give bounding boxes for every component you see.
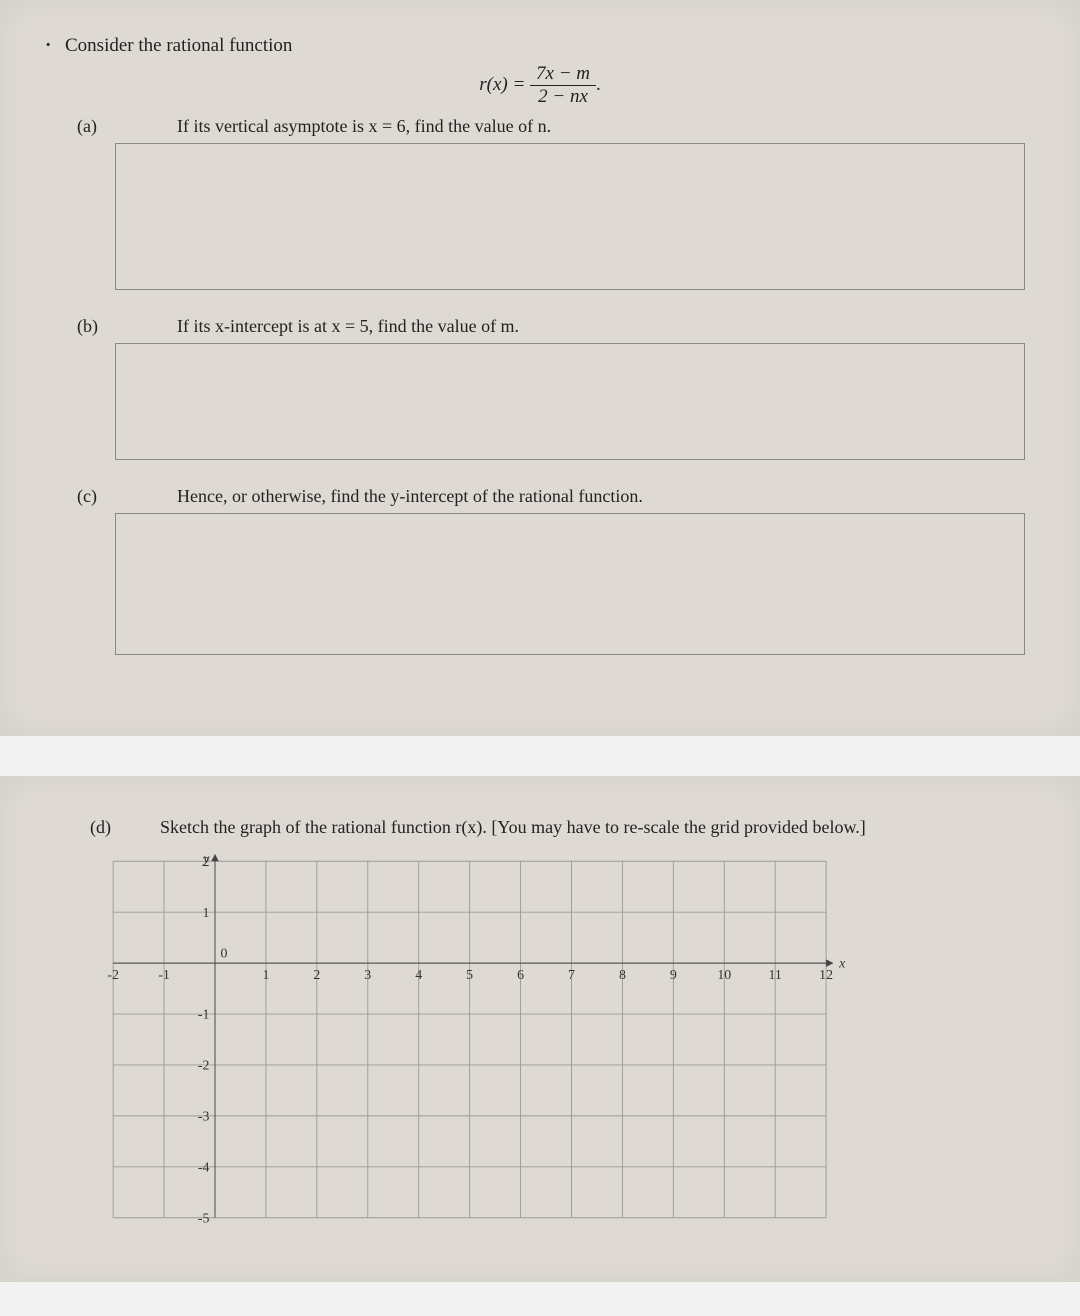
part-a-answer-box xyxy=(115,143,1025,290)
worksheet-top-page: · Consider the rational function r(x) = … xyxy=(0,0,1080,736)
svg-text:7: 7 xyxy=(568,968,575,983)
svg-text:-2: -2 xyxy=(107,968,119,983)
svg-text:8: 8 xyxy=(619,968,626,983)
intro-line: · Consider the rational function xyxy=(45,35,1035,57)
svg-text:-4: -4 xyxy=(198,1160,210,1175)
svg-text:-3: -3 xyxy=(198,1110,210,1125)
part-b-answer-box xyxy=(115,343,1025,460)
bullet: · xyxy=(45,35,65,57)
formula-numerator: 7x − m xyxy=(530,63,596,86)
formula-trail: . xyxy=(596,74,601,95)
svg-text:y: y xyxy=(201,852,210,867)
svg-text:-1: -1 xyxy=(158,968,170,983)
svg-text:4: 4 xyxy=(415,968,422,983)
svg-text:6: 6 xyxy=(517,968,524,983)
svg-text:x: x xyxy=(838,957,846,972)
svg-text:0: 0 xyxy=(221,947,228,962)
svg-text:5: 5 xyxy=(466,968,473,983)
svg-text:3: 3 xyxy=(364,968,371,983)
part-d-prompt: (d) Sketch the graph of the rational fun… xyxy=(90,817,1040,838)
svg-text:1: 1 xyxy=(262,968,269,983)
part-c-text: Hence, or otherwise, find the y-intercep… xyxy=(177,486,1035,507)
worksheet-bottom-page: (d) Sketch the graph of the rational fun… xyxy=(0,776,1080,1282)
svg-text:10: 10 xyxy=(717,968,731,983)
svg-text:-2: -2 xyxy=(198,1059,210,1074)
part-b-prompt: (b) If its x-intercept is at x = 5, find… xyxy=(77,316,1035,337)
graph-grid: -2-10123456789101112-5-4-3-2-112yx xyxy=(90,852,960,1227)
part-a-text: If its vertical asymptote is x = 6, find… xyxy=(177,116,1035,137)
part-c-label: (c) xyxy=(77,486,177,507)
formula-lhs: r(x) = xyxy=(479,74,530,95)
svg-text:-5: -5 xyxy=(198,1211,210,1226)
part-b-label: (b) xyxy=(77,316,177,337)
svg-text:-1: -1 xyxy=(198,1008,210,1023)
formula-fraction: 7x − m 2 − nx xyxy=(530,63,596,108)
intro-text: Consider the rational function xyxy=(65,35,1035,57)
svg-text:11: 11 xyxy=(768,968,781,983)
svg-text:12: 12 xyxy=(819,968,833,983)
part-a-label: (a) xyxy=(77,116,177,137)
part-b-text: If its x-intercept is at x = 5, find the… xyxy=(177,316,1035,337)
svg-text:9: 9 xyxy=(670,968,677,983)
graph-container: -2-10123456789101112-5-4-3-2-112yx xyxy=(90,852,1040,1232)
part-d-text: Sketch the graph of the rational functio… xyxy=(160,817,1040,838)
rational-function-formula: r(x) = 7x − m 2 − nx . xyxy=(45,63,1035,108)
part-a-prompt: (a) If its vertical asymptote is x = 6, … xyxy=(77,116,1035,137)
svg-text:2: 2 xyxy=(313,968,320,983)
formula-denominator: 2 − nx xyxy=(530,86,596,108)
svg-text:1: 1 xyxy=(203,906,210,921)
part-c-answer-box xyxy=(115,513,1025,655)
part-d-label: (d) xyxy=(90,817,160,838)
part-c-prompt: (c) Hence, or otherwise, find the y-inte… xyxy=(77,486,1035,507)
